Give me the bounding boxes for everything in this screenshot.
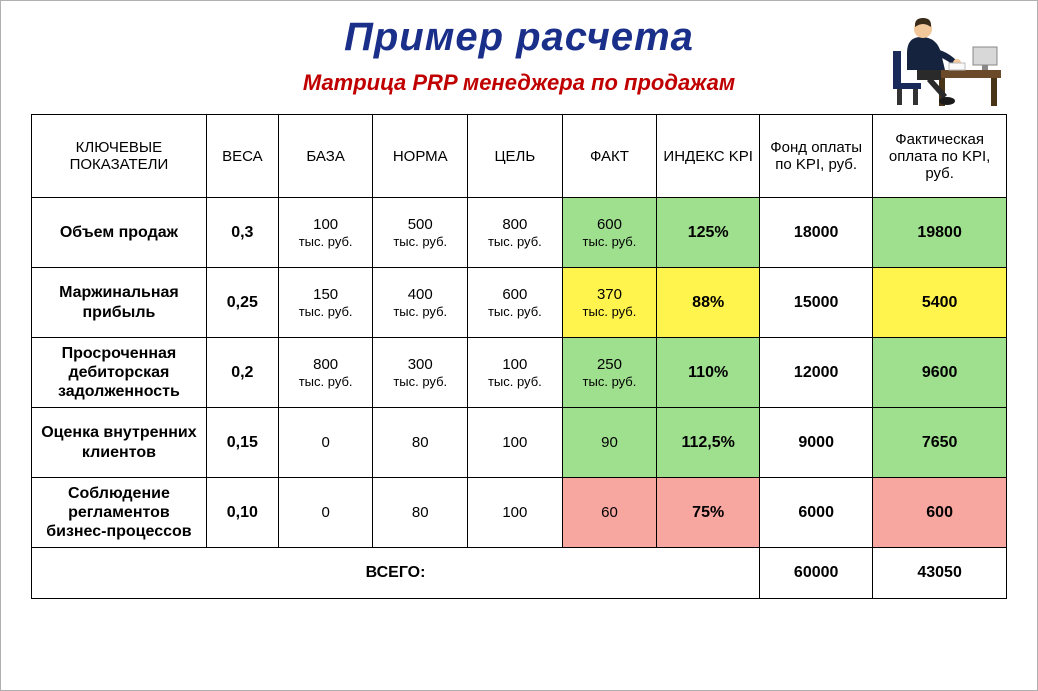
row-norm: 400тыс. руб. xyxy=(373,268,468,338)
row-target: 100тыс. руб. xyxy=(468,338,563,408)
table-row: Объем продаж0,3100тыс. руб.500тыс. руб.8… xyxy=(32,198,1007,268)
page: Пример расчета Матрица PRP менеджера по … xyxy=(0,0,1038,691)
row-norm: 300тыс. руб. xyxy=(373,338,468,408)
col-header-pay: Фактическая оплата по KPI, руб. xyxy=(873,115,1007,198)
row-fact: 600тыс. руб. xyxy=(562,198,657,268)
row-fund: 6000 xyxy=(760,478,873,548)
row-base: 0 xyxy=(278,478,373,548)
row-indicator-name: Соблюдение регламентов бизнес-процессов xyxy=(32,478,207,548)
row-base: 100тыс. руб. xyxy=(278,198,373,268)
row-weight: 0,2 xyxy=(206,338,278,408)
row-kpi-index: 112,5% xyxy=(657,408,760,478)
row-fund: 15000 xyxy=(760,268,873,338)
header: Пример расчета Матрица PRP менеджера по … xyxy=(31,15,1007,96)
table-row: Соблюдение регламентов бизнес-процессов0… xyxy=(32,478,1007,548)
row-fact: 90 xyxy=(562,408,657,478)
table-row: Маржинальная прибыль0,25150тыс. руб.400т… xyxy=(32,268,1007,338)
row-fact: 370тыс. руб. xyxy=(562,268,657,338)
row-target: 100 xyxy=(468,408,563,478)
row-actual-pay: 9600 xyxy=(873,338,1007,408)
row-kpi-index: 75% xyxy=(657,478,760,548)
total-fund: 60000 xyxy=(760,548,873,599)
total-pay: 43050 xyxy=(873,548,1007,599)
row-actual-pay: 19800 xyxy=(873,198,1007,268)
row-fund: 12000 xyxy=(760,338,873,408)
row-weight: 0,25 xyxy=(206,268,278,338)
row-actual-pay: 600 xyxy=(873,478,1007,548)
row-target: 800тыс. руб. xyxy=(468,198,563,268)
col-header-norm: НОРМА xyxy=(373,115,468,198)
col-header-target: ЦЕЛЬ xyxy=(468,115,563,198)
col-header-base: БАЗА xyxy=(278,115,373,198)
row-indicator-name: Просроченная дебиторская задолженность xyxy=(32,338,207,408)
row-kpi-index: 88% xyxy=(657,268,760,338)
row-fund: 18000 xyxy=(760,198,873,268)
kpi-table: КЛЮЧЕВЫЕ ПОКАЗАТЕЛИ ВЕСА БАЗА НОРМА ЦЕЛЬ… xyxy=(31,114,1007,599)
row-weight: 0,3 xyxy=(206,198,278,268)
row-fact: 250тыс. руб. xyxy=(562,338,657,408)
row-weight: 0,10 xyxy=(206,478,278,548)
row-norm: 80 xyxy=(373,478,468,548)
table-row: Оценка внутренних клиентов0,150801009011… xyxy=(32,408,1007,478)
table-row: Просроченная дебиторская задолженность0,… xyxy=(32,338,1007,408)
row-indicator-name: Объем продаж xyxy=(32,198,207,268)
row-base: 0 xyxy=(278,408,373,478)
col-header-weight: ВЕСА xyxy=(206,115,278,198)
page-subtitle: Матрица PRP менеджера по продажам xyxy=(31,70,1007,96)
row-norm: 500тыс. руб. xyxy=(373,198,468,268)
row-kpi-index: 110% xyxy=(657,338,760,408)
col-header-fact: ФАКТ xyxy=(562,115,657,198)
col-header-index: ИНДЕКС KPI xyxy=(657,115,760,198)
page-title: Пример расчета xyxy=(31,15,1007,60)
row-kpi-index: 125% xyxy=(657,198,760,268)
table-header-row: КЛЮЧЕВЫЕ ПОКАЗАТЕЛИ ВЕСА БАЗА НОРМА ЦЕЛЬ… xyxy=(32,115,1007,198)
row-fact: 60 xyxy=(562,478,657,548)
total-label: ВСЕГО: xyxy=(32,548,760,599)
row-target: 100 xyxy=(468,478,563,548)
col-header-fund: Фонд оплаты по KPI, руб. xyxy=(760,115,873,198)
row-target: 600тыс. руб. xyxy=(468,268,563,338)
table-total-row: ВСЕГО:6000043050 xyxy=(32,548,1007,599)
row-actual-pay: 5400 xyxy=(873,268,1007,338)
row-base: 150тыс. руб. xyxy=(278,268,373,338)
row-actual-pay: 7650 xyxy=(873,408,1007,478)
col-header-indicators: КЛЮЧЕВЫЕ ПОКАЗАТЕЛИ xyxy=(32,115,207,198)
row-weight: 0,15 xyxy=(206,408,278,478)
row-base: 800тыс. руб. xyxy=(278,338,373,408)
manager-at-desk-icon xyxy=(887,15,1007,115)
row-fund: 9000 xyxy=(760,408,873,478)
row-indicator-name: Оценка внутренних клиентов xyxy=(32,408,207,478)
row-norm: 80 xyxy=(373,408,468,478)
row-indicator-name: Маржинальная прибыль xyxy=(32,268,207,338)
